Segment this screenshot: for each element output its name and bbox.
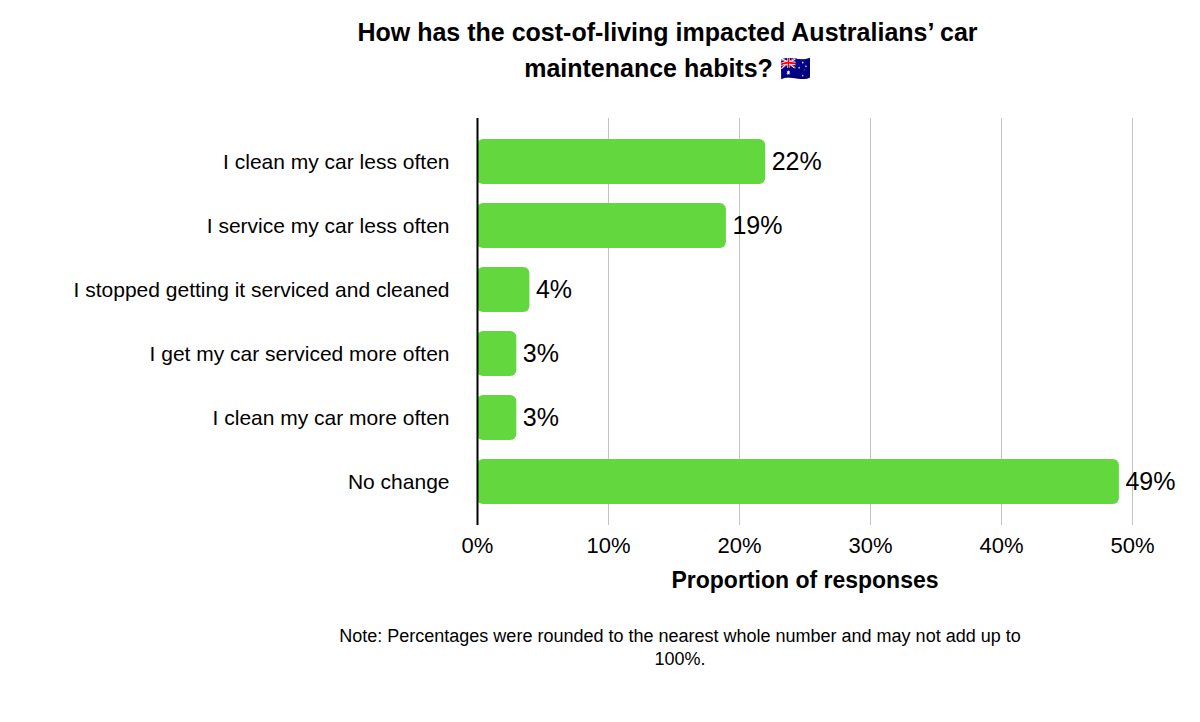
svg-text:No change: No change [348, 470, 450, 493]
svg-text:I get my car serviced more oft: I get my car serviced more often [150, 342, 450, 365]
svg-text:0%: 0% [462, 533, 494, 558]
html-text:Note: Percentages were rounded: Note: Percentages were rounded to the ne… [339, 626, 1021, 669]
svg-text:10%: 10% [586, 533, 630, 558]
svg-text:22%: 22% [772, 147, 822, 175]
svg-text:50%: 50% [1110, 533, 1154, 558]
svg-text:Proportion of responses: Proportion of responses [671, 567, 938, 593]
svg-text:4%: 4% [536, 275, 572, 303]
svg-text:19%: 19% [732, 211, 782, 239]
svg-text:3%: 3% [523, 403, 559, 431]
svg-text:I clean my car more often: I clean my car more often [213, 406, 450, 429]
html-text:How has the cost-of-living imp: How has the cost-of-living impacted Aust… [357, 18, 978, 82]
svg-text:40%: 40% [979, 533, 1023, 558]
svg-text:3%: 3% [523, 339, 559, 367]
svg-text:I service my car less often: I service my car less often [207, 214, 450, 237]
svg-text:49%: 49% [1125, 467, 1175, 495]
svg-text:I stopped getting it serviced: I stopped getting it serviced and cleane… [74, 278, 450, 301]
svg-text:I clean my car less often: I clean my car less often [223, 150, 449, 173]
svg-text:30%: 30% [848, 533, 892, 558]
svg-text:20%: 20% [717, 533, 761, 558]
